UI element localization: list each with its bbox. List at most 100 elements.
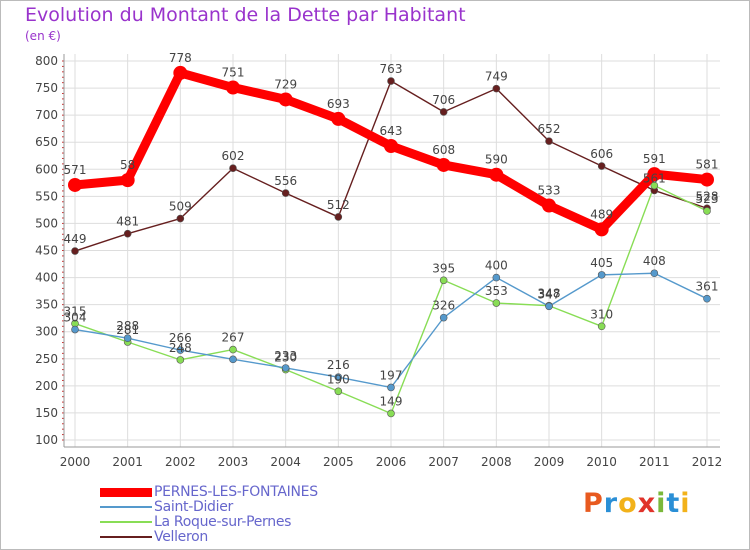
chart-unit: (en €) xyxy=(25,29,61,43)
x-tick-label: 2010 xyxy=(586,455,617,469)
logo-letter: r xyxy=(603,488,619,519)
x-tick-label: 2009 xyxy=(534,455,565,469)
x-tick-label: 2011 xyxy=(639,455,670,469)
data-label: 523 xyxy=(696,192,719,206)
data-label: 751 xyxy=(222,66,245,80)
logo-letter: P xyxy=(583,488,604,519)
legend-swatch xyxy=(100,487,152,497)
data-point xyxy=(71,325,79,334)
data-label: 561 xyxy=(643,171,666,185)
data-point xyxy=(439,276,448,285)
line-chart: 100 150 200 250 300 350 400 450 500 550 600 650 700 7… xyxy=(35,51,722,469)
data-label: 310 xyxy=(590,307,613,321)
data-label: 512 xyxy=(327,198,350,212)
data-point xyxy=(647,167,662,182)
data-label: 643 xyxy=(380,124,403,138)
data-point xyxy=(176,356,185,364)
data-point xyxy=(489,167,504,182)
data-point xyxy=(439,108,448,116)
data-point xyxy=(597,162,606,170)
data-point xyxy=(492,273,501,282)
data-label: 608 xyxy=(432,143,455,157)
legend-swatch xyxy=(100,521,152,523)
y-tick-label: 600 xyxy=(35,162,58,176)
data-label: 266 xyxy=(169,331,192,345)
axes: 100 150 200 250 300 350 400 450 500 550 600 650 700 7… xyxy=(35,54,722,469)
data-label: 149 xyxy=(380,394,403,408)
data-label: 528 xyxy=(696,189,719,203)
x-tick-label: 2008 xyxy=(481,455,512,469)
data-label: 749 xyxy=(485,70,508,84)
data-point xyxy=(492,299,501,307)
data-point xyxy=(173,65,188,80)
data-point xyxy=(492,84,501,93)
data-label: 197 xyxy=(380,368,403,382)
data-label: 763 xyxy=(380,62,403,76)
data-label: 216 xyxy=(327,358,350,372)
data-label: 400 xyxy=(485,259,508,273)
data-point xyxy=(703,294,711,303)
chart-title: Evolution du Montant de la Dette par Hab… xyxy=(25,4,466,26)
logo-letter: t xyxy=(666,488,681,519)
data-point xyxy=(439,313,448,322)
y-tick-label: 200 xyxy=(35,379,58,393)
data-point xyxy=(123,334,132,343)
data-label: 348 xyxy=(538,287,561,301)
data-label: 571 xyxy=(64,163,87,177)
legend-swatch xyxy=(100,536,152,538)
data-point xyxy=(436,157,451,172)
data-point xyxy=(597,322,606,331)
data-point xyxy=(331,111,346,126)
data-label: 281 xyxy=(116,323,139,337)
data-labels: 571 58 778 751 729 693 643 608 590 533 489 591 581 30… xyxy=(64,51,719,409)
y-tick-label: 250 xyxy=(35,352,58,366)
data-label: 408 xyxy=(643,254,666,268)
data-label: 361 xyxy=(696,280,719,294)
data-point xyxy=(542,198,556,213)
data-point xyxy=(334,387,343,396)
proxiti-logo: Proxiti xyxy=(583,488,691,519)
x-tick-label: 2007 xyxy=(428,455,459,469)
data-label: 449 xyxy=(64,232,87,246)
data-label: 288 xyxy=(116,319,139,333)
data-label: 190 xyxy=(327,372,350,386)
x-tick-label: 2004 xyxy=(270,455,301,469)
data-point xyxy=(387,409,395,418)
y-tick-label: 450 xyxy=(35,244,58,258)
data-point xyxy=(68,177,82,192)
logo-letter: i xyxy=(680,488,691,519)
data-point xyxy=(545,137,553,145)
legend-label: La Roque-sur-Pernes xyxy=(154,514,292,530)
legend-swatch xyxy=(100,506,152,508)
y-tick-label: 700 xyxy=(35,108,58,122)
data-point xyxy=(229,355,237,364)
y-tick-label: 300 xyxy=(35,325,58,339)
data-label: 405 xyxy=(590,256,613,270)
data-label: 395 xyxy=(432,261,455,275)
y-tick-label: 500 xyxy=(35,216,58,230)
data-point xyxy=(650,181,659,190)
data-label: 489 xyxy=(590,207,613,221)
data-label: 652 xyxy=(538,122,561,136)
data-point xyxy=(387,383,395,392)
data-point xyxy=(123,229,132,238)
data-point xyxy=(229,345,237,354)
logo-letter: i xyxy=(656,488,667,519)
data-point xyxy=(281,189,290,197)
y-tick-label: 650 xyxy=(35,135,58,149)
data-point xyxy=(597,271,606,279)
x-tick-label: 2006 xyxy=(376,455,407,469)
data-label: 248 xyxy=(169,341,192,355)
data-point xyxy=(650,269,659,278)
data-point xyxy=(71,247,79,255)
data-label: 602 xyxy=(222,149,245,163)
x-tick-label: 2000 xyxy=(60,455,91,469)
y-tick-label: 150 xyxy=(35,406,58,420)
data-label: 481 xyxy=(116,215,139,229)
legend-label: Velleron xyxy=(154,529,208,545)
legend-label: PERNES-LES-FONTAINES xyxy=(154,484,318,500)
data-label: 591 xyxy=(643,152,666,166)
data-point xyxy=(545,302,553,311)
data-point xyxy=(176,346,185,354)
legend-label: Saint-Didier xyxy=(154,499,233,515)
